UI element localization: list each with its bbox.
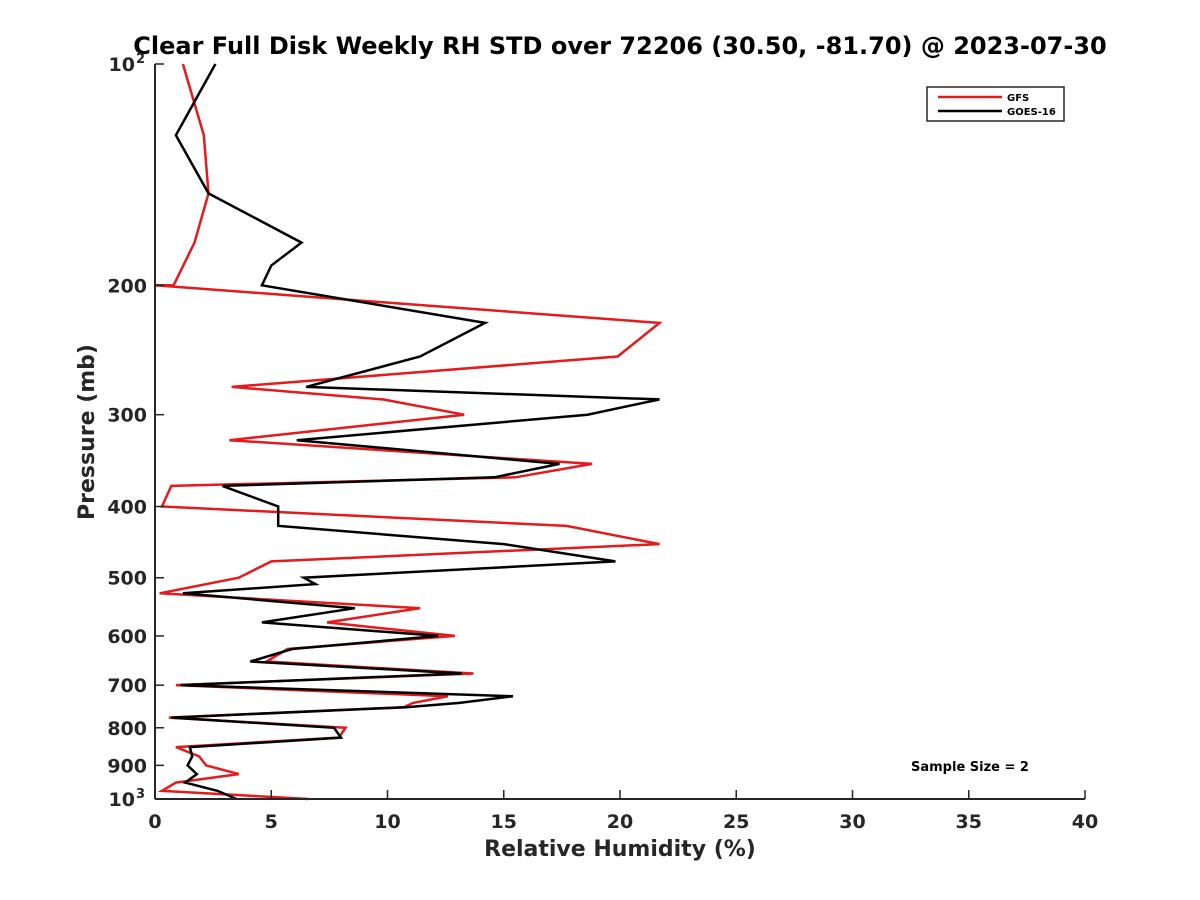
x-tick-label: 5: [265, 811, 278, 833]
y-tick-exponent: 2: [136, 52, 145, 67]
x-tick-label: 40: [1072, 811, 1098, 833]
y-tick-label: 400: [107, 497, 147, 519]
y-axis-label: Pressure (mb): [75, 344, 100, 520]
y-tick-label: 10: [109, 789, 135, 811]
y-tick-label: 600: [107, 626, 147, 648]
legend-label-goes16: GOES-16: [1007, 107, 1056, 118]
x-tick-label: 35: [956, 811, 982, 833]
chart-title: Clear Full Disk Weekly RH STD over 72206…: [133, 32, 1106, 60]
x-tick-label: 25: [723, 811, 749, 833]
y-tick-label: 10: [109, 54, 135, 76]
x-tick-label: 20: [607, 811, 633, 833]
y-tick-exponent: 3: [136, 787, 145, 802]
x-tick-label: 10: [374, 811, 400, 833]
y-tick-label: 300: [107, 405, 147, 427]
x-ticks: 0 5 10 15 20 25 30 35 40: [148, 790, 1098, 833]
y-tick-label: 500: [107, 568, 147, 590]
legend-box: [926, 86, 1065, 122]
legend: GFS GOES-16: [926, 86, 1065, 122]
sample-size-annotation: Sample Size = 2: [911, 760, 1029, 775]
y-tick-label: 200: [107, 275, 147, 297]
x-tick-label: 15: [491, 811, 517, 833]
series-line-goes16: [171, 63, 660, 801]
y-tick-label: 700: [107, 675, 147, 697]
legend-label-gfs: GFS: [1007, 93, 1029, 104]
plot-lines: [154, 63, 663, 801]
x-tick-label: 0: [148, 811, 161, 833]
y-tick-label: 900: [107, 755, 147, 777]
x-axis-label: Relative Humidity (%): [484, 837, 756, 862]
y-tick-label: 800: [107, 718, 147, 740]
x-tick-label: 30: [839, 811, 865, 833]
